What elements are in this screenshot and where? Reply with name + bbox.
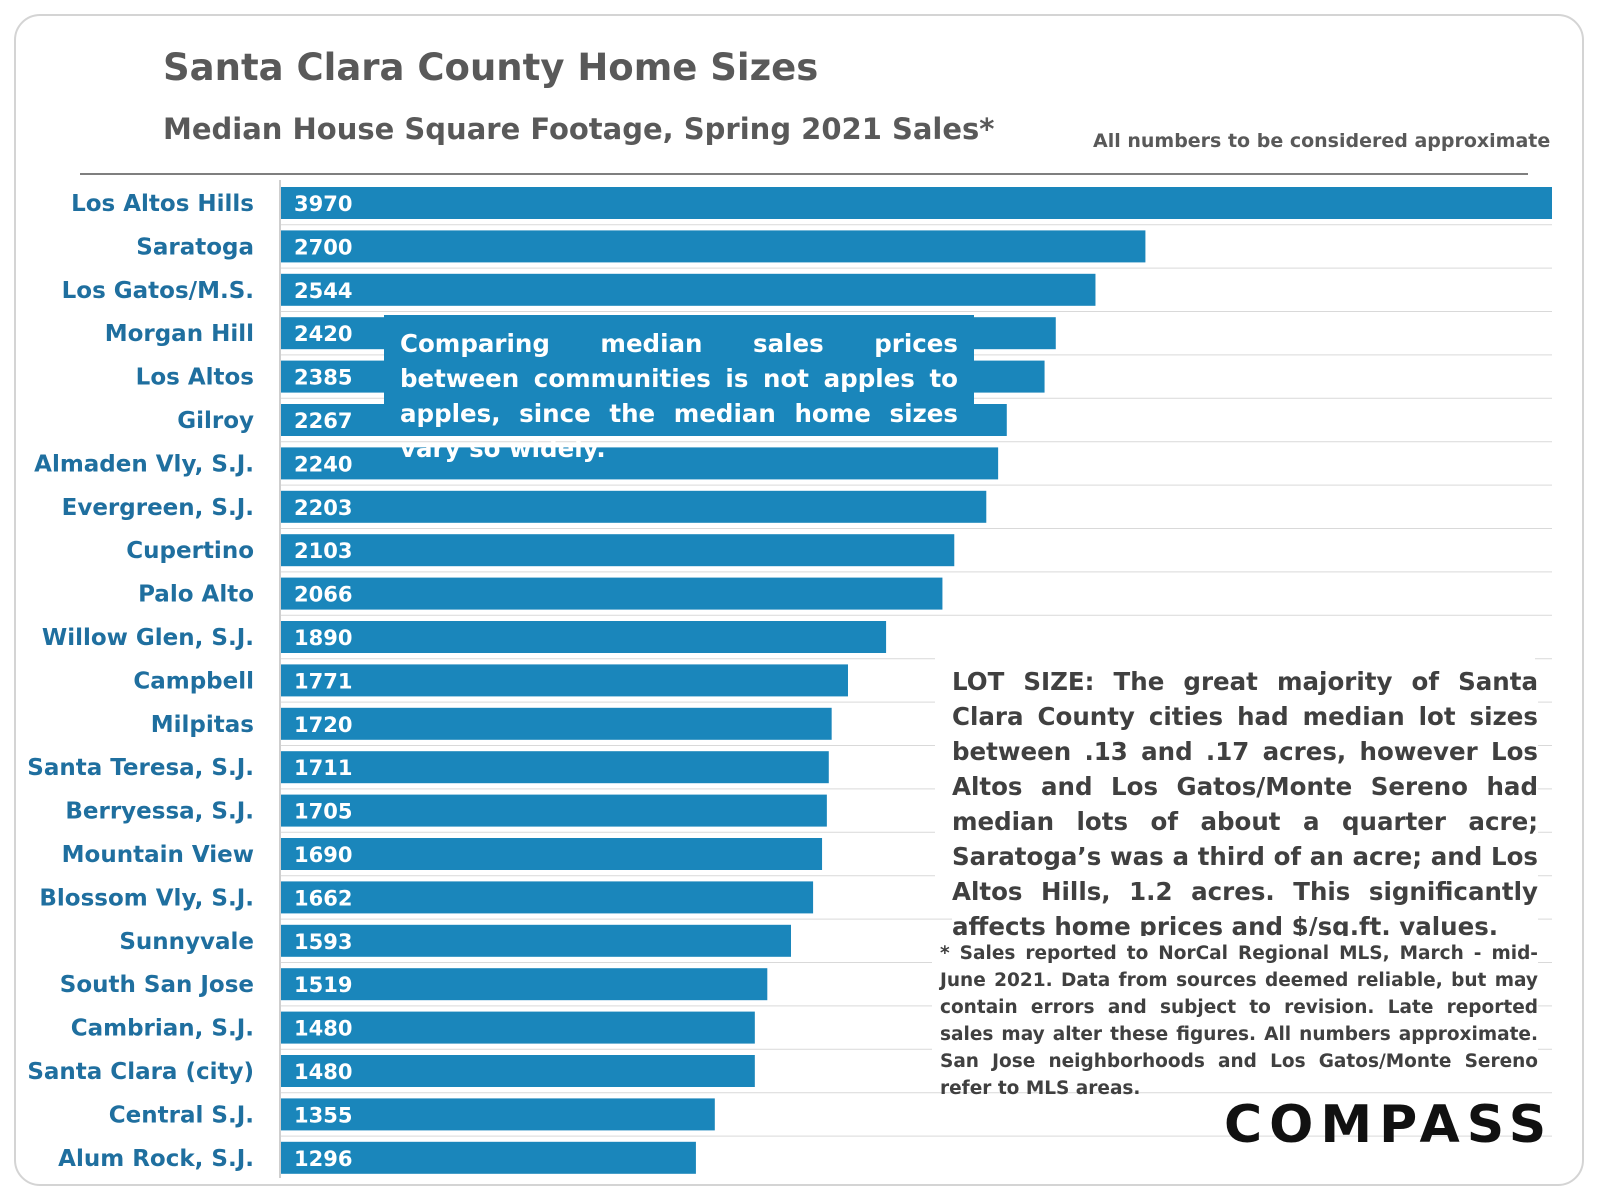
- approximation-note: All numbers to be considered approximate: [1093, 130, 1551, 152]
- data-label: 2385: [294, 366, 352, 390]
- category-label: Willow Glen, S.J.: [42, 625, 254, 651]
- category-label: Central S.J.: [109, 1102, 254, 1128]
- data-label: 1890: [294, 626, 352, 650]
- chart-subtitle: Median House Square Footage, Spring 2021…: [163, 112, 995, 146]
- category-label: Palo Alto: [138, 582, 254, 608]
- data-label: 1480: [294, 1017, 352, 1041]
- data-label: 1593: [294, 930, 352, 954]
- bar: [281, 794, 827, 827]
- callout-box: Comparing median sales prices between co…: [384, 315, 974, 463]
- bar: [281, 621, 887, 653]
- data-label: 3970: [294, 192, 352, 216]
- data-label: 1720: [294, 713, 352, 737]
- bar: [281, 881, 814, 914]
- bar: [281, 273, 1096, 306]
- category-label: Almaden Vly, S.J.: [34, 451, 254, 477]
- bar: [281, 490, 987, 523]
- data-label: 2700: [294, 235, 352, 259]
- data-label: 1705: [294, 800, 352, 824]
- category-label: Cambrian, S.J.: [71, 1016, 254, 1042]
- category-label: Campbell: [133, 668, 254, 694]
- footnote: * Sales reported to NorCal Regional MLS,…: [940, 943, 1538, 1099]
- data-label: 2240: [294, 452, 352, 476]
- category-label: Los Altos: [136, 365, 254, 391]
- category-label: Santa Clara (city): [27, 1059, 254, 1085]
- data-label: 1771: [294, 669, 352, 693]
- data-label: 2267: [294, 409, 352, 433]
- footnote-panel: [932, 936, 1538, 1074]
- category-label: Cupertino: [126, 538, 254, 564]
- data-label: 2544: [294, 279, 352, 303]
- data-label: 1296: [294, 1147, 352, 1171]
- bar: [281, 577, 943, 610]
- bar: [281, 707, 832, 740]
- data-label: 1519: [294, 973, 352, 997]
- category-label: Los Gatos/M.S.: [62, 278, 254, 304]
- category-label: Berryessa, S.J.: [65, 799, 254, 825]
- data-label: 1711: [294, 756, 352, 780]
- chart-title: Santa Clara County Home Sizes: [163, 46, 819, 89]
- category-label: Mountain View: [62, 842, 254, 868]
- bar: [281, 1141, 696, 1174]
- bar: [281, 187, 1552, 219]
- data-label: 1690: [294, 843, 352, 867]
- data-label: 2420: [294, 322, 352, 346]
- data-label: 1662: [294, 886, 352, 910]
- bar: [281, 838, 823, 870]
- bar: [281, 751, 829, 784]
- data-label: 2103: [294, 539, 352, 563]
- bar: [281, 924, 792, 957]
- bar: [281, 1055, 755, 1087]
- category-label: Sunnyvale: [119, 929, 254, 955]
- category-label: Milpitas: [151, 712, 254, 738]
- category-label: Santa Teresa, S.J.: [27, 755, 254, 781]
- data-label: 1355: [294, 1103, 352, 1127]
- category-label: South San Jose: [60, 972, 254, 998]
- category-label: Blossom Vly, S.J.: [39, 885, 254, 911]
- bar: [281, 447, 999, 480]
- category-label: Evergreen, S.J.: [62, 495, 254, 521]
- data-label: 2203: [294, 496, 352, 520]
- bar: [281, 534, 955, 567]
- compass-logo: COMPASS: [1224, 1095, 1554, 1155]
- category-label: Gilroy: [177, 408, 254, 434]
- data-label: 2066: [294, 583, 352, 607]
- category-label: Saratoga: [136, 234, 254, 260]
- bar: [281, 1011, 755, 1044]
- bar: [281, 664, 848, 697]
- category-label: Alum Rock, S.J.: [58, 1146, 254, 1172]
- bar: [281, 968, 768, 1001]
- bar: [281, 1098, 715, 1131]
- bar: [281, 230, 1146, 263]
- header-divider: [80, 173, 1528, 175]
- category-label: Morgan Hill: [105, 321, 254, 347]
- lot-size-note: LOT SIZE: The great majority of Santa Cl…: [952, 664, 1538, 944]
- data-label: 1480: [294, 1060, 352, 1084]
- category-label: Los Altos Hills: [71, 191, 254, 217]
